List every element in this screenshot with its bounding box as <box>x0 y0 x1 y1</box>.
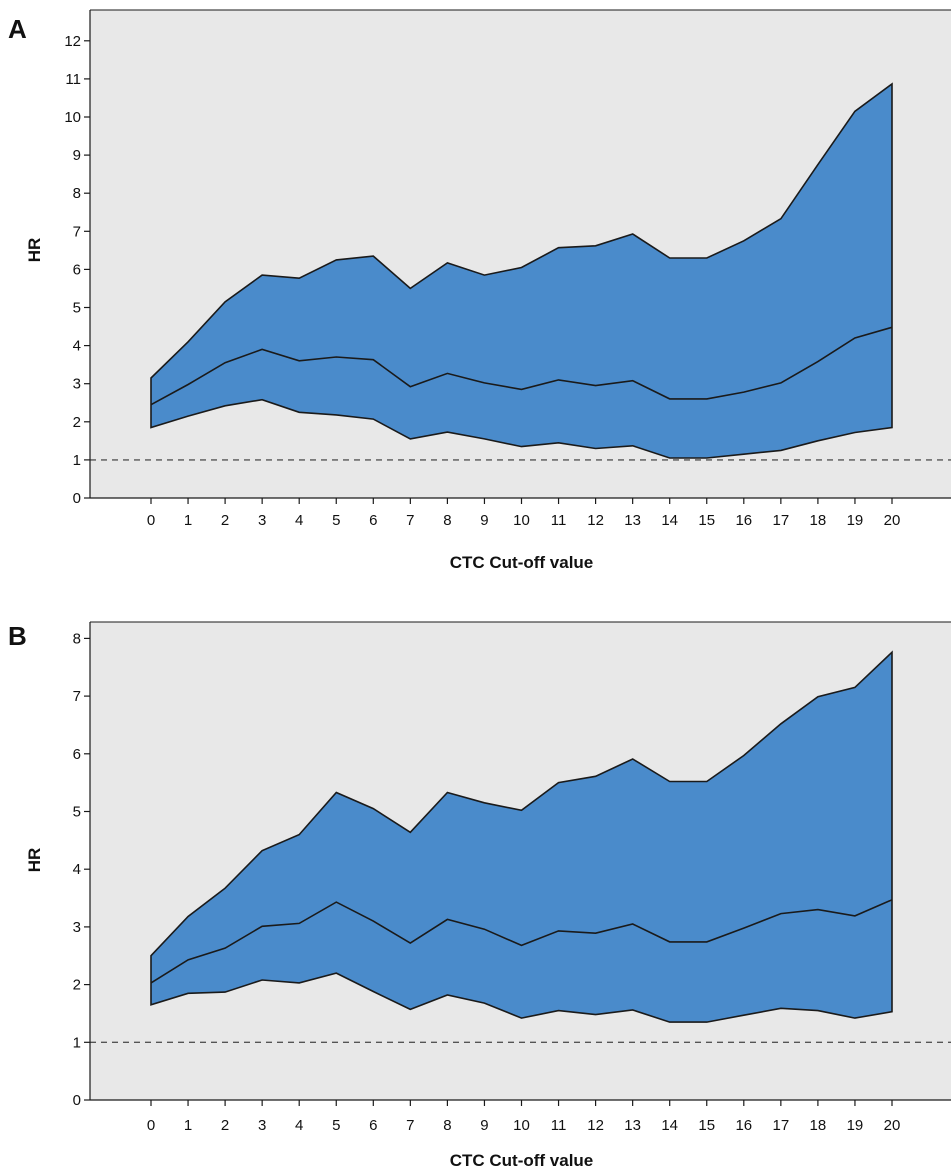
panel-b-estimate-line <box>150 899 893 984</box>
panel-a-y-tick-label: 9 <box>73 147 81 164</box>
panel-a-x-tick-label: 12 <box>587 512 604 529</box>
panel-a-y-tick-label: 6 <box>73 261 81 278</box>
panel-a-y-tick-label: 1 <box>73 452 81 469</box>
panel-b-x-tick-label: 16 <box>735 1117 752 1134</box>
panel-a-x-tick-label: 10 <box>513 512 530 529</box>
panel-a-x-tick-label: 4 <box>295 512 303 529</box>
panel-a-x-tick-label: 8 <box>443 512 451 529</box>
panel-a-x-tick-label: 5 <box>332 512 340 529</box>
panel-a-x-tick-label: 15 <box>698 512 715 529</box>
panel-b-x-tick-label: 8 <box>443 1117 451 1134</box>
panel-a-x-tick-label: 9 <box>480 512 488 529</box>
panel-a-y-tick-label: 4 <box>73 338 81 355</box>
panel-b-x-tick-label: 10 <box>513 1117 530 1134</box>
panel-a-x-tick-label: 20 <box>884 512 901 529</box>
panel-b-x-tick-label: 20 <box>884 1117 901 1134</box>
panel-a-x-tick-label: 3 <box>258 512 266 529</box>
panel-a-y-tick-label: 2 <box>73 414 81 431</box>
panel-a-y-tick-label: 8 <box>73 185 81 202</box>
panel-b-y-tick-label: 5 <box>73 804 81 821</box>
panel-b-y-axis-title: HR <box>25 848 44 873</box>
panel-a-y-axis-title: HR <box>25 238 44 263</box>
panel-b-y-tick-label: 1 <box>73 1034 81 1051</box>
panel-a-y-tick-label: 5 <box>73 300 81 317</box>
panel-b-letter: B <box>8 621 27 651</box>
panel-b-y-tick-label: 6 <box>73 746 81 763</box>
panel-a-x-tick-label: 11 <box>551 512 567 529</box>
panel-b-confidence-band <box>150 650 893 1023</box>
panel-a-x-tick-label: 1 <box>184 512 192 529</box>
panel-b-x-tick-label: 13 <box>624 1117 641 1134</box>
panel-a-y-tick-label: 3 <box>73 376 81 393</box>
panel-a-y-tick-label: 0 <box>73 490 81 507</box>
panel-a-x-tick-label: 7 <box>406 512 414 529</box>
panel-a-y-tick-label: 11 <box>65 71 81 88</box>
panel-a-x-tick-label: 19 <box>847 512 864 529</box>
panel-b-y-tick-label: 2 <box>73 977 81 994</box>
panel-b-x-tick-label: 5 <box>332 1117 340 1134</box>
panel-a-y-tick-label: 10 <box>64 109 81 126</box>
panel-b-y-tick-label: 3 <box>73 919 81 936</box>
panel-a-y-tick-label: 12 <box>64 33 81 50</box>
panel-a-x-tick-label: 17 <box>773 512 790 529</box>
panel-b-x-tick-label: 7 <box>406 1117 414 1134</box>
panel-a-confidence-band <box>150 82 893 459</box>
panel-b-x-tick-label: 9 <box>480 1117 488 1134</box>
panel-b-y-tick-label: 0 <box>73 1092 81 1109</box>
panel-b-x-tick-label: 14 <box>661 1117 678 1134</box>
panel-a-x-tick-label: 14 <box>661 512 678 529</box>
panel-b-x-tick-label: 2 <box>221 1117 229 1134</box>
panel-b-x-tick-label: 15 <box>698 1117 715 1134</box>
panel-a-y-tick-label: 7 <box>73 223 81 240</box>
panel-b-x-tick-label: 11 <box>551 1117 567 1134</box>
panel-a-x-tick-label: 0 <box>147 512 155 529</box>
panel-b-y-tick-label: 4 <box>73 861 81 878</box>
panel-b-y-tick-label: 7 <box>73 688 81 705</box>
panel-a-estimate-line <box>150 326 893 406</box>
panel-b-x-tick-label: 1 <box>184 1117 192 1134</box>
panel-b-x-tick-label: 4 <box>295 1117 303 1134</box>
panel-b-x-tick-label: 3 <box>258 1117 266 1134</box>
panel-b-x-tick-label: 19 <box>847 1117 864 1134</box>
panel-a-x-axis-title: CTC Cut-off value <box>450 553 594 572</box>
panel-b-x-tick-label: 12 <box>587 1117 604 1134</box>
panel-a-x-tick-label: 18 <box>810 512 827 529</box>
panel-a-x-tick-label: 13 <box>624 512 641 529</box>
panel-b-x-tick-label: 0 <box>147 1117 155 1134</box>
panel-a-x-tick-label: 16 <box>735 512 752 529</box>
panel-a-letter: A <box>8 14 27 44</box>
panel-a-x-tick-label: 2 <box>221 512 229 529</box>
panel-b-x-tick-label: 17 <box>773 1117 790 1134</box>
panel-b-x-axis-title: CTC Cut-off value <box>450 1151 594 1170</box>
panel-b-y-tick-label: 8 <box>73 630 81 647</box>
panel-b-x-tick-label: 6 <box>369 1117 377 1134</box>
panel-a-x-tick-label: 6 <box>369 512 377 529</box>
panel-b-x-tick-label: 18 <box>810 1117 827 1134</box>
